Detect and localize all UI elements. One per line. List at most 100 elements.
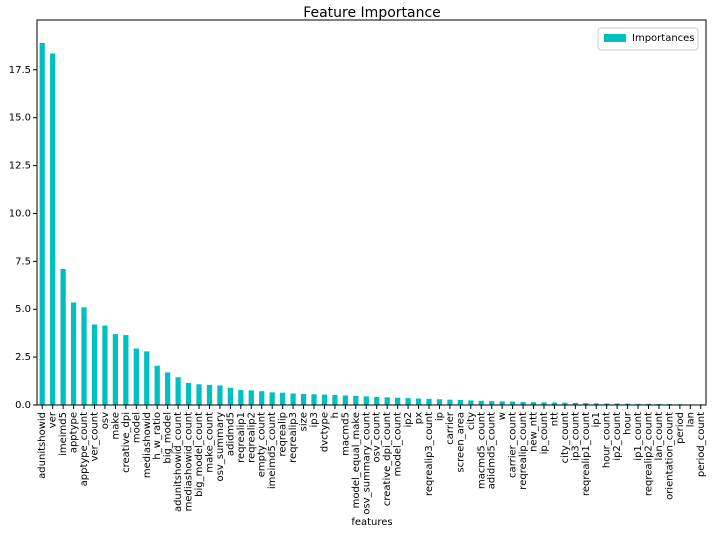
x-tick-label: adunitshowid_count bbox=[173, 412, 184, 512]
bar bbox=[342, 395, 348, 405]
y-tick-label: 15.0 bbox=[9, 113, 31, 124]
bar bbox=[70, 302, 77, 405]
x-tick-label: reqrealip1_count bbox=[581, 412, 592, 496]
x-tick-label: apptype bbox=[69, 412, 80, 453]
bar bbox=[541, 402, 547, 405]
x-tick-label: osv_summary bbox=[215, 412, 226, 482]
bar bbox=[50, 53, 56, 406]
x-tick-label: reqrealip_count bbox=[518, 412, 529, 490]
x-tick-label: reqrealip2_count bbox=[644, 412, 655, 496]
x-tick-label: adidmd5_count bbox=[487, 412, 498, 489]
y-tick-label: 10.0 bbox=[9, 208, 31, 219]
bar bbox=[185, 382, 192, 405]
x-tick-label: city bbox=[466, 412, 477, 430]
bar bbox=[248, 390, 254, 405]
plot-frame bbox=[36, 19, 707, 406]
bar bbox=[154, 365, 160, 405]
bar bbox=[395, 397, 401, 405]
bar bbox=[405, 398, 411, 405]
bar bbox=[311, 394, 317, 405]
bar bbox=[290, 393, 296, 405]
y-tick-label: 2.5 bbox=[15, 352, 31, 363]
bar bbox=[321, 394, 328, 405]
bar bbox=[374, 396, 380, 405]
x-tick-label: period_count bbox=[696, 412, 707, 477]
bar bbox=[196, 384, 202, 405]
x-tick-label: reqrealip bbox=[278, 412, 289, 456]
x-tick-label: size bbox=[299, 412, 310, 431]
bar bbox=[478, 400, 484, 405]
bar bbox=[112, 334, 119, 405]
x-tick-label: ip_count bbox=[539, 412, 550, 454]
legend-swatch bbox=[604, 34, 626, 42]
bar bbox=[593, 403, 599, 405]
x-tick-label: creative_dpi bbox=[121, 412, 132, 473]
bar bbox=[175, 377, 181, 405]
bar bbox=[353, 395, 359, 405]
x-tick-label: ver bbox=[48, 411, 59, 428]
bar bbox=[227, 387, 233, 405]
bar bbox=[635, 403, 641, 405]
x-tick-label: orientation_count bbox=[664, 412, 675, 500]
x-tick-label: imeimd5_count bbox=[267, 412, 278, 489]
bar bbox=[415, 398, 422, 405]
bar bbox=[645, 403, 652, 405]
x-tick-label: macmd5_count bbox=[476, 412, 487, 489]
bar bbox=[457, 400, 463, 405]
bar bbox=[510, 401, 516, 405]
chart-title: Feature Importance bbox=[303, 5, 441, 21]
x-tick-label: hour_count bbox=[602, 412, 613, 468]
x-tick-label: px bbox=[414, 412, 425, 424]
bar bbox=[39, 42, 45, 405]
legend-box bbox=[597, 27, 699, 51]
x-tick-label: big_model_count bbox=[194, 412, 205, 497]
x-tick-label: ip1_count bbox=[633, 412, 644, 461]
bar bbox=[468, 400, 474, 405]
x-tick-label: reqrealip1 bbox=[236, 412, 247, 463]
bar bbox=[280, 392, 286, 405]
x-tick-label: h bbox=[330, 412, 341, 418]
x-tick-label: h_w_ratio bbox=[152, 412, 163, 460]
bar bbox=[562, 402, 568, 405]
x-tick-label: lan_count bbox=[654, 412, 665, 461]
bar bbox=[583, 403, 589, 405]
x-tick-label: carrier_count bbox=[508, 412, 519, 478]
x-tick-label: osv_count bbox=[372, 412, 383, 463]
x-tick-label: ip bbox=[434, 412, 445, 421]
bar bbox=[102, 325, 108, 405]
bar bbox=[530, 402, 537, 405]
x-axis-label: features bbox=[351, 517, 392, 528]
bar bbox=[551, 402, 558, 405]
x-tick-label: reqrealip2 bbox=[246, 412, 257, 463]
bar bbox=[123, 335, 129, 405]
bar bbox=[217, 385, 223, 405]
bar bbox=[165, 372, 171, 405]
x-tick-label: model_count bbox=[393, 412, 404, 476]
x-tick-label: apptype_count bbox=[79, 412, 90, 486]
bar bbox=[572, 402, 578, 405]
bar bbox=[206, 384, 213, 405]
y-tick-label: 17.5 bbox=[9, 65, 31, 76]
x-tick-label: osv_summary_count bbox=[361, 412, 372, 515]
x-tick-label: ip1 bbox=[591, 412, 602, 428]
x-tick-label: creative_dpi_count bbox=[382, 412, 393, 506]
bar bbox=[436, 399, 443, 405]
bar bbox=[81, 307, 87, 405]
x-tick-label: period bbox=[675, 412, 686, 444]
x-tick-label: carrier bbox=[445, 411, 456, 445]
bar bbox=[624, 403, 631, 405]
x-tick-label: osv bbox=[100, 412, 111, 429]
x-tick-label: empty_count bbox=[257, 412, 268, 477]
x-tick-label: adidmd5 bbox=[225, 412, 236, 456]
x-tick-label: dvctype bbox=[319, 412, 330, 452]
bar bbox=[60, 269, 66, 405]
bar bbox=[426, 398, 432, 405]
x-tick-label: ip2_count bbox=[612, 412, 623, 461]
bar bbox=[269, 392, 275, 405]
x-tick-label: model bbox=[131, 412, 142, 443]
x-tick-label: screen_area bbox=[455, 412, 466, 473]
x-tick-label: make_count bbox=[204, 412, 215, 473]
x-tick-label: new_ntt bbox=[529, 412, 540, 452]
bar bbox=[363, 396, 369, 405]
x-tick-label: city_count bbox=[560, 412, 571, 463]
